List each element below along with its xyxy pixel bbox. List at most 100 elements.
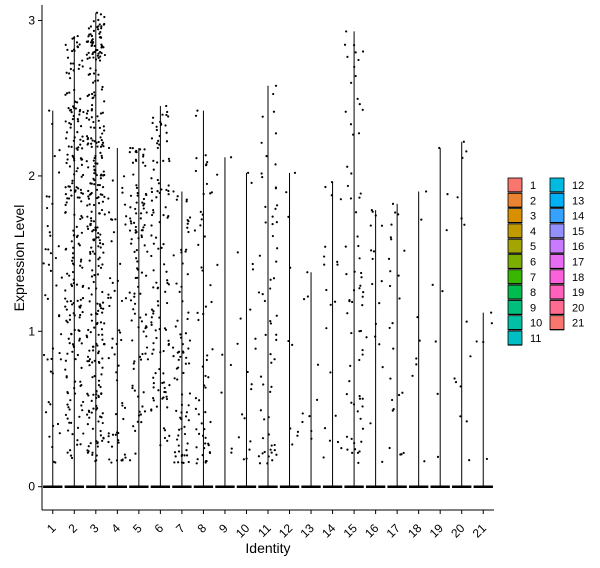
data-point (361, 397, 364, 400)
x-tick-label: 14 (319, 521, 339, 541)
data-point (78, 329, 81, 332)
data-point (54, 461, 57, 464)
data-point (123, 453, 126, 456)
data-point (90, 411, 93, 414)
data-point (99, 30, 102, 34)
data-point (257, 455, 261, 458)
data-point (79, 125, 83, 128)
data-point (201, 365, 204, 368)
data-point (199, 224, 202, 227)
data-point (100, 328, 104, 331)
data-point (204, 386, 207, 389)
violin-group-13 (301, 271, 321, 488)
data-point (97, 264, 100, 268)
legend-entry-18: 18 (549, 269, 584, 285)
data-point (301, 420, 304, 424)
data-point (196, 109, 199, 112)
data-point (85, 135, 89, 138)
data-point (151, 121, 154, 125)
data-point (72, 281, 75, 285)
data-point (68, 314, 72, 317)
data-point (271, 234, 274, 238)
data-point (490, 322, 493, 325)
data-point (302, 298, 306, 301)
data-point (94, 169, 97, 172)
data-point (107, 432, 110, 435)
data-point (81, 400, 85, 404)
data-point (389, 236, 392, 239)
data-point (354, 74, 357, 78)
data-point (129, 146, 132, 150)
data-point (113, 289, 116, 292)
data-point (91, 139, 94, 142)
data-point (92, 229, 95, 232)
data-point (161, 381, 164, 385)
data-point (129, 299, 133, 302)
data-point (167, 339, 170, 342)
legend-label: 10 (530, 318, 542, 330)
data-point (151, 352, 154, 355)
data-point (157, 304, 160, 307)
x-tick-label: 8 (195, 521, 210, 536)
data-point (272, 92, 275, 96)
data-point (128, 291, 131, 294)
data-point (110, 240, 113, 243)
data-point (134, 207, 137, 211)
data-point (275, 453, 278, 456)
data-point (205, 358, 208, 362)
data-point (88, 364, 91, 367)
data-point (250, 383, 253, 386)
data-point (463, 223, 466, 226)
data-point (258, 254, 261, 257)
data-point (68, 342, 71, 345)
data-point (86, 136, 90, 140)
data-point (135, 249, 138, 252)
legend-entry-5: 5 (507, 238, 536, 254)
data-point (180, 251, 183, 254)
data-point (92, 177, 95, 180)
data-point (175, 282, 178, 285)
data-point (270, 451, 273, 454)
data-point (124, 297, 128, 300)
x-tick-label: 12 (276, 521, 296, 541)
data-point (66, 300, 69, 303)
data-point (145, 211, 148, 214)
data-point (243, 417, 246, 420)
violin-group-14 (322, 181, 343, 488)
data-point (186, 226, 189, 229)
legend-swatch (549, 192, 565, 208)
data-point (388, 326, 391, 330)
data-point (98, 256, 101, 259)
legend-label: 20 (572, 302, 584, 314)
data-point (175, 409, 178, 413)
data-point (351, 300, 354, 304)
data-point (269, 353, 272, 356)
data-point (76, 131, 79, 134)
data-point (65, 92, 69, 95)
data-point (90, 107, 94, 111)
data-point (275, 333, 278, 336)
data-point (162, 159, 165, 162)
data-point (91, 269, 94, 272)
data-point (99, 307, 103, 310)
data-point (202, 192, 205, 196)
data-point (262, 383, 265, 386)
data-point (141, 352, 144, 356)
data-point (398, 297, 401, 300)
data-point (97, 18, 100, 22)
legend-entry-20: 20 (549, 299, 584, 315)
data-point (64, 297, 67, 300)
data-point (203, 447, 206, 450)
data-point (371, 257, 374, 261)
data-point (176, 438, 179, 441)
data-point (114, 412, 118, 416)
data-point (151, 116, 155, 119)
data-point (92, 280, 95, 284)
data-point (111, 337, 114, 340)
data-point (185, 454, 189, 457)
data-point (95, 188, 99, 191)
data-point (358, 358, 361, 362)
data-point (391, 322, 394, 325)
data-point (64, 43, 67, 47)
